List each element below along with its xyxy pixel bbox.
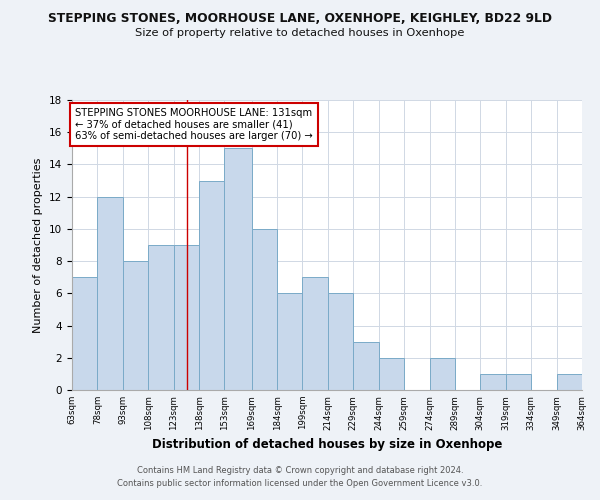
Text: STEPPING STONES MOORHOUSE LANE: 131sqm
← 37% of detached houses are smaller (41): STEPPING STONES MOORHOUSE LANE: 131sqm ←… — [76, 108, 313, 142]
Text: STEPPING STONES, MOORHOUSE LANE, OXENHOPE, KEIGHLEY, BD22 9LD: STEPPING STONES, MOORHOUSE LANE, OXENHOP… — [48, 12, 552, 26]
Bar — [224, 148, 251, 390]
Bar — [481, 374, 506, 390]
Bar — [328, 294, 353, 390]
Bar — [302, 277, 328, 390]
Bar — [506, 374, 531, 390]
Bar — [97, 196, 123, 390]
Bar — [379, 358, 404, 390]
Bar — [277, 294, 302, 390]
Bar — [430, 358, 455, 390]
Bar — [148, 245, 173, 390]
Bar — [353, 342, 379, 390]
Bar — [72, 277, 97, 390]
Y-axis label: Number of detached properties: Number of detached properties — [34, 158, 43, 332]
Bar — [123, 261, 148, 390]
Text: Contains HM Land Registry data © Crown copyright and database right 2024.
Contai: Contains HM Land Registry data © Crown c… — [118, 466, 482, 487]
Text: Size of property relative to detached houses in Oxenhope: Size of property relative to detached ho… — [136, 28, 464, 38]
Bar — [557, 374, 582, 390]
X-axis label: Distribution of detached houses by size in Oxenhope: Distribution of detached houses by size … — [152, 438, 502, 451]
Bar — [199, 180, 224, 390]
Bar — [173, 245, 199, 390]
Bar — [251, 229, 277, 390]
